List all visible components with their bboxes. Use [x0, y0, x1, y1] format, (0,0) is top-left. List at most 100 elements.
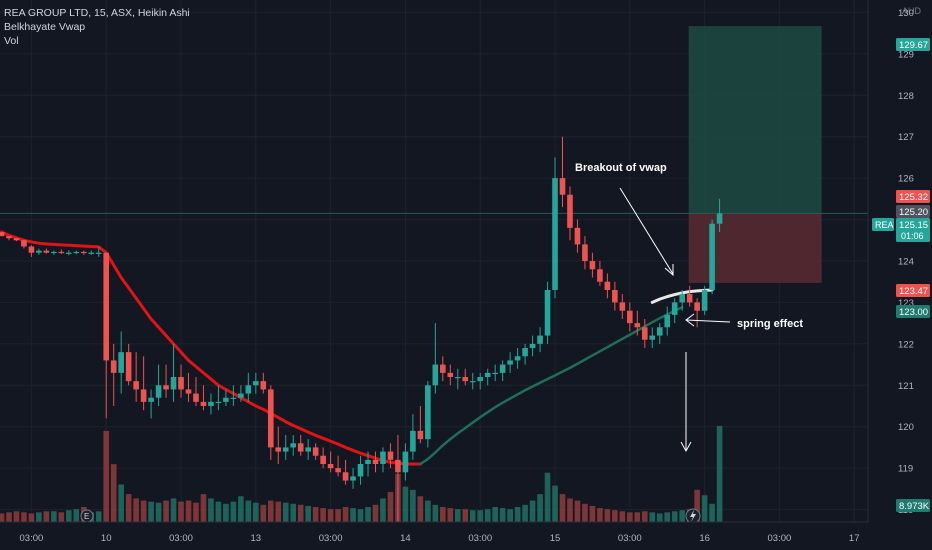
candle[interactable]	[716, 198, 723, 232]
candle[interactable]	[223, 389, 229, 406]
candle[interactable]	[709, 219, 715, 295]
candle[interactable]	[686, 285, 693, 307]
candle[interactable]	[395, 435, 401, 531]
candle[interactable]	[118, 331, 124, 394]
candle[interactable]	[103, 252, 110, 419]
candle[interactable]	[155, 364, 162, 406]
candle[interactable]	[619, 294, 626, 319]
candle[interactable]	[238, 385, 244, 402]
candle[interactable]	[627, 302, 633, 332]
candle[interactable]	[125, 343, 132, 386]
symbol-title[interactable]: REA GROUP LTD, 15, ASX, Heikin Ashi	[4, 7, 190, 19]
candle[interactable]	[6, 236, 12, 241]
candle[interactable]	[462, 368, 469, 386]
candle[interactable]	[80, 250, 87, 255]
candle[interactable]	[13, 237, 20, 242]
candle[interactable]	[671, 298, 678, 324]
candle[interactable]	[66, 250, 72, 256]
candle[interactable]	[559, 136, 566, 208]
candle[interactable]	[664, 306, 671, 336]
candle[interactable]	[380, 447, 386, 473]
time-axis[interactable]: 03:00 10 03:00 13 03:00 14 03:00 15 03:00 16 03:00…	[0, 521, 932, 550]
candle[interactable]	[634, 310, 641, 336]
candle[interactable]	[88, 250, 95, 255]
candle[interactable]	[170, 343, 177, 402]
candle[interactable]	[582, 236, 588, 270]
candle[interactable]	[208, 393, 214, 415]
candle[interactable]	[447, 364, 454, 386]
candle[interactable]	[402, 443, 409, 481]
candle[interactable]	[372, 451, 379, 473]
candle[interactable]	[43, 248, 50, 254]
candle[interactable]	[140, 356, 147, 411]
candle[interactable]	[529, 335, 536, 357]
candle[interactable]	[335, 455, 341, 477]
candle[interactable]	[597, 261, 603, 286]
candle[interactable]	[28, 245, 35, 257]
candle[interactable]	[327, 451, 334, 473]
candle[interactable]	[110, 343, 117, 406]
indicator-vwap-label[interactable]: Belkhayate Vwap	[4, 21, 86, 33]
candle[interactable]	[574, 219, 581, 253]
candle[interactable]	[612, 281, 618, 311]
candle[interactable]	[679, 290, 685, 311]
candle[interactable]	[290, 435, 297, 456]
candle[interactable]	[51, 250, 57, 255]
candle[interactable]	[567, 186, 573, 241]
candle[interactable]	[230, 385, 237, 406]
candle[interactable]	[267, 385, 274, 460]
candle[interactable]	[387, 443, 394, 469]
candle[interactable]	[95, 246, 102, 257]
candle[interactable]	[432, 323, 439, 394]
candle[interactable]	[200, 385, 207, 411]
candle[interactable]	[163, 364, 169, 398]
candle[interactable]	[484, 368, 491, 386]
candle[interactable]	[589, 252, 596, 278]
candle[interactable]	[275, 426, 282, 464]
candle[interactable]	[522, 343, 528, 365]
candle[interactable]	[245, 372, 252, 402]
candle[interactable]	[649, 327, 656, 348]
candle[interactable]	[507, 352, 513, 373]
candle[interactable]	[641, 319, 648, 348]
candle[interactable]	[492, 364, 498, 382]
candle[interactable]	[342, 459, 349, 485]
candle[interactable]	[73, 250, 80, 255]
candle[interactable]	[133, 352, 139, 402]
candle[interactable]	[312, 443, 319, 460]
candle[interactable]	[350, 468, 356, 489]
indicator-volume-label[interactable]: Vol	[4, 35, 19, 47]
candle[interactable]	[454, 368, 461, 390]
candles[interactable]	[0, 136, 723, 531]
candle[interactable]	[694, 298, 700, 328]
candle[interactable]	[469, 372, 476, 390]
candle[interactable]	[320, 447, 326, 469]
price-axis[interactable]: AUD1181191201211221231241251261271281291…	[867, 0, 932, 550]
candle[interactable]	[537, 327, 543, 353]
candle[interactable]	[215, 385, 222, 411]
candle[interactable]	[357, 455, 364, 485]
candle[interactable]	[148, 389, 154, 419]
candle[interactable]	[514, 348, 521, 369]
candle[interactable]	[425, 381, 431, 448]
candle[interactable]	[552, 157, 558, 299]
candle[interactable]	[305, 439, 311, 460]
candle[interactable]	[260, 372, 267, 394]
candle[interactable]	[36, 248, 42, 255]
candle[interactable]	[58, 249, 65, 254]
candle[interactable]	[440, 356, 446, 382]
candle[interactable]	[544, 281, 551, 344]
candle[interactable]	[477, 372, 484, 390]
candle[interactable]	[282, 435, 289, 460]
candle[interactable]	[21, 239, 27, 249]
candle[interactable]	[253, 372, 259, 394]
candle[interactable]	[0, 232, 5, 237]
candle[interactable]	[410, 414, 416, 460]
candle[interactable]	[417, 406, 424, 444]
candle[interactable]	[297, 435, 304, 456]
candle[interactable]	[185, 372, 192, 402]
candle[interactable]	[656, 323, 663, 344]
candle[interactable]	[365, 451, 371, 477]
candle[interactable]	[178, 364, 184, 398]
